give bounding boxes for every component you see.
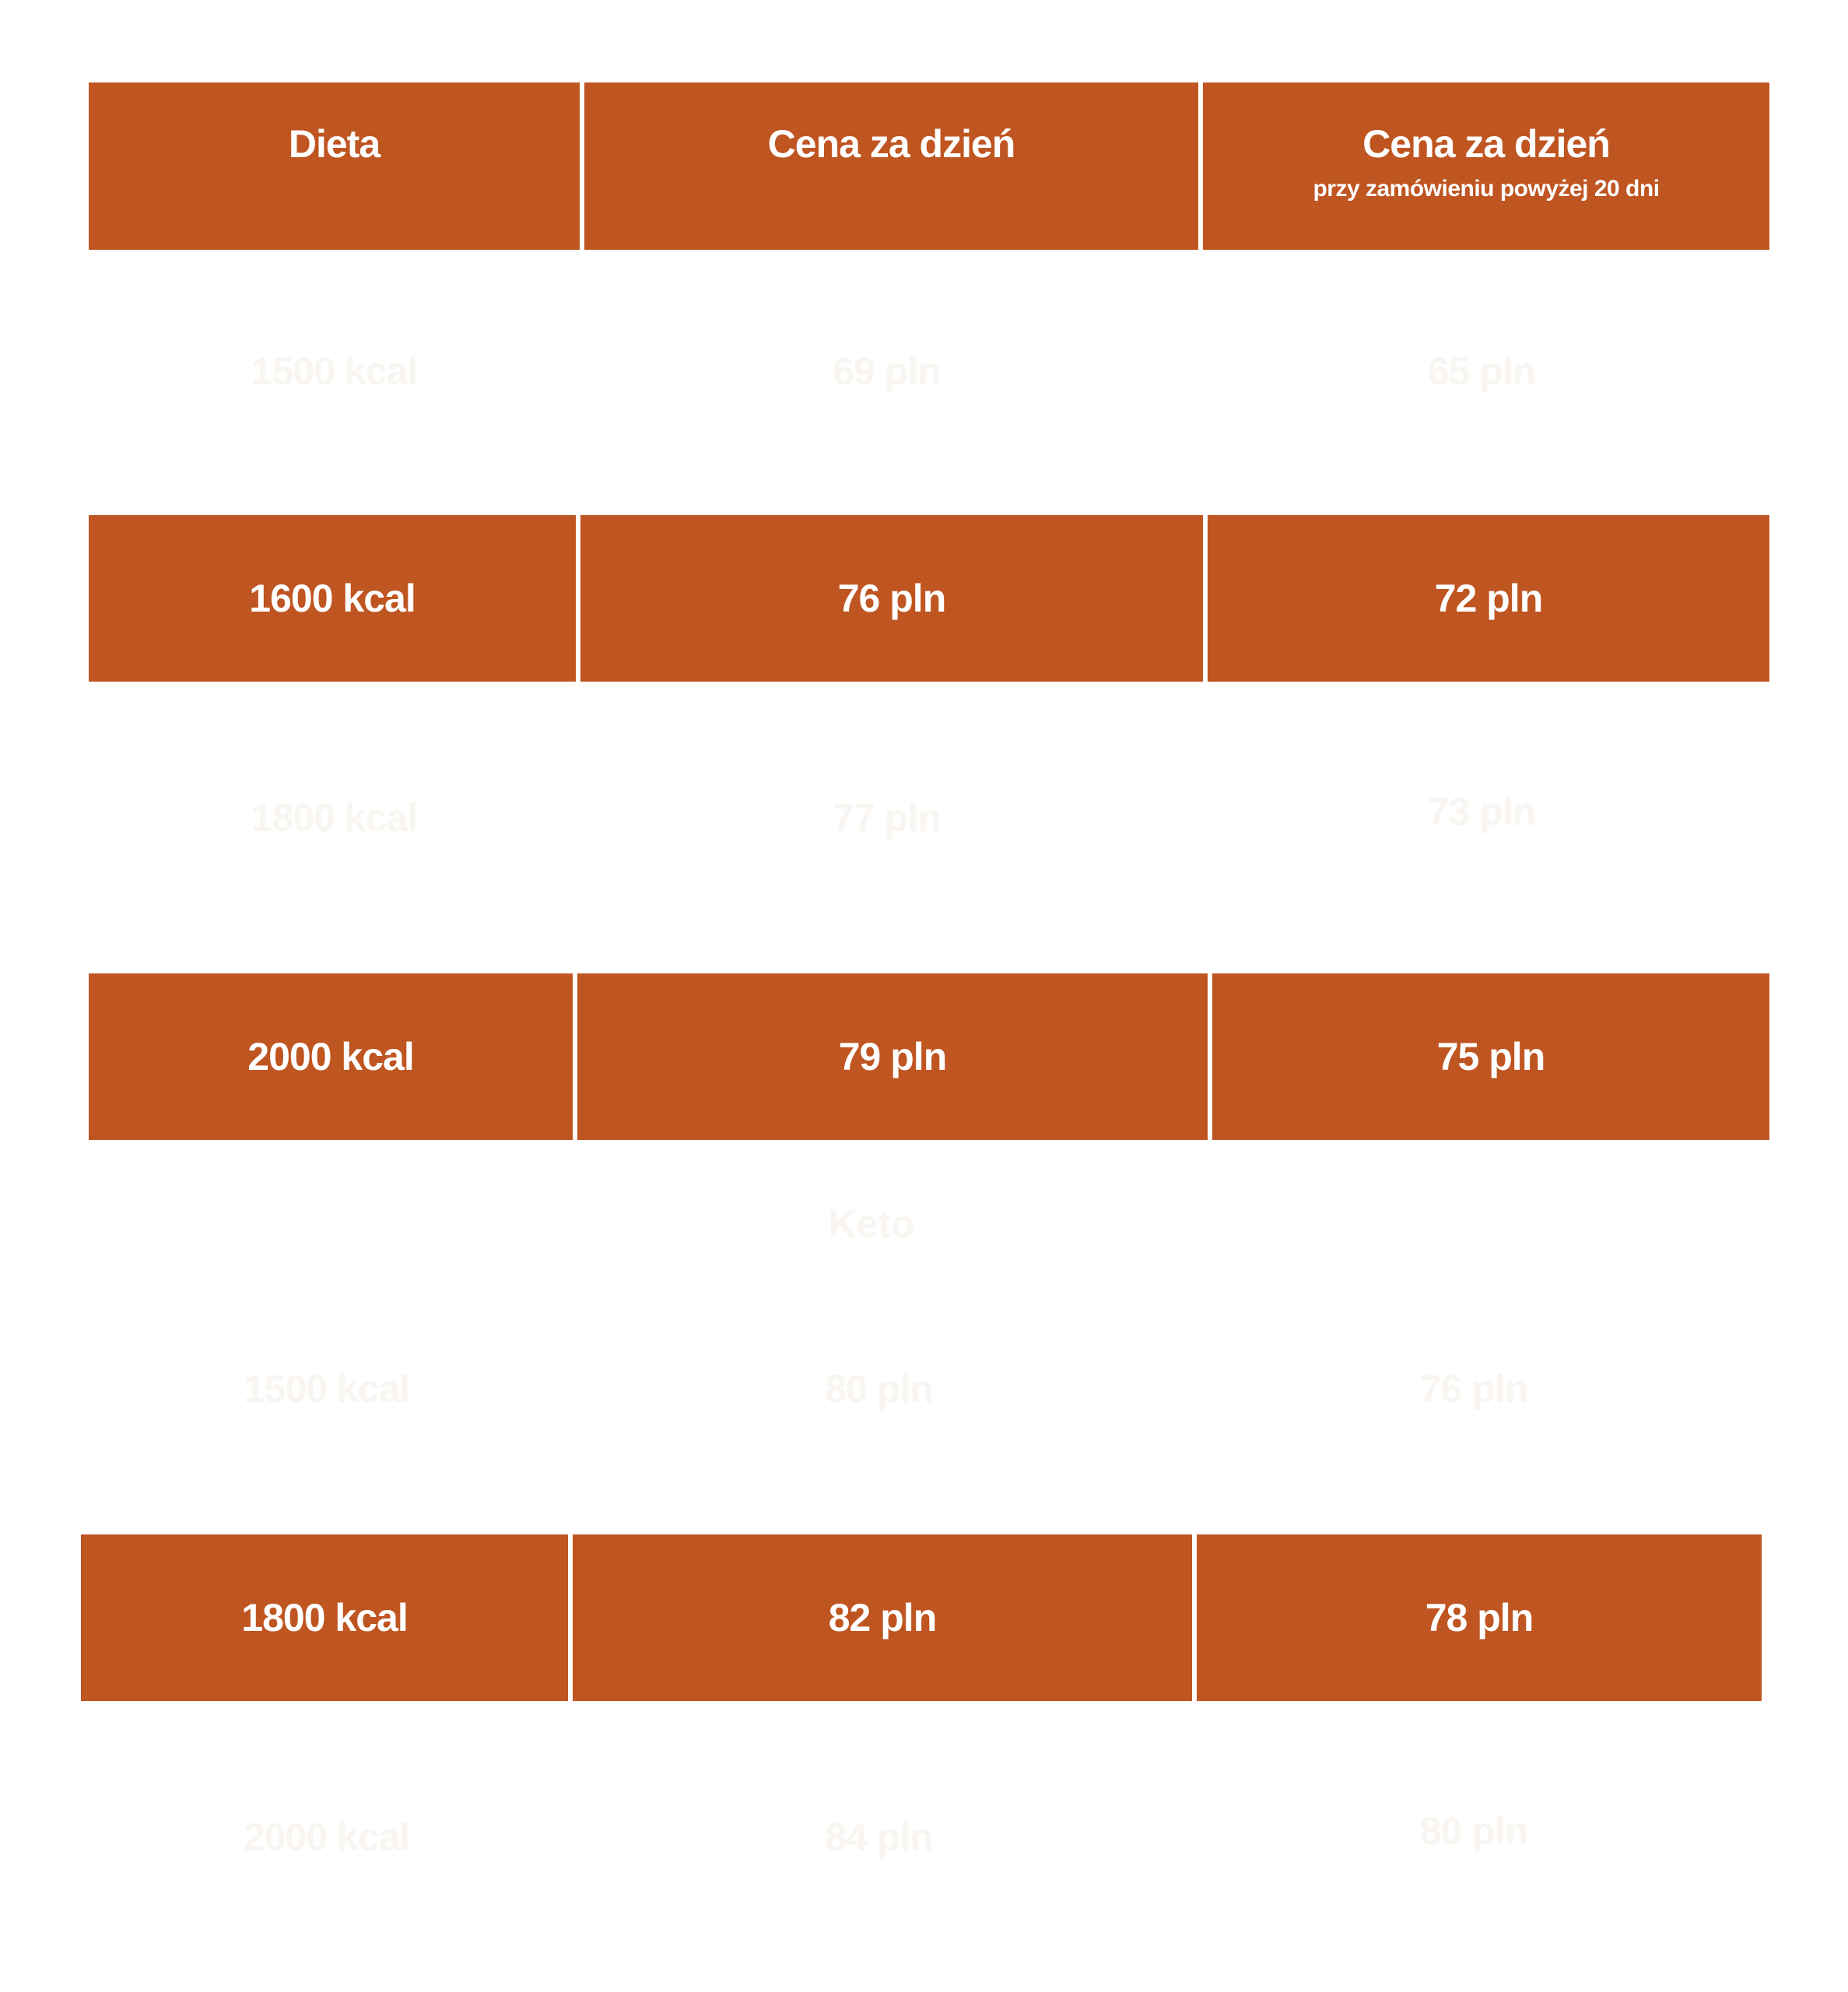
table-row: 2000 kcal 84 pln 80 pln (81, 1809, 1762, 1860)
price20-cell: 80 pln (1419, 1809, 1528, 1853)
header-price: Cena za dzień (584, 82, 1198, 250)
price20-cell: 76 pln (1419, 1367, 1528, 1411)
table-row: 1600 kcal 76 pln 72 pln (89, 515, 1769, 682)
price-cell: 77 pln (833, 796, 941, 840)
price20-cell: 65 pln (1427, 349, 1536, 393)
header-diet: Dieta (89, 82, 580, 250)
diet-cell: 2000 kcal (243, 1815, 410, 1859)
price-cell: 79 pln (577, 973, 1208, 1140)
header-price-20-sub: przy zamówieniu powyżej 20 dni (1313, 176, 1660, 202)
header-price-label: Cena za dzień (767, 122, 1016, 166)
section-title-keto: Keto (828, 1202, 915, 1246)
price-cell: 80 pln (825, 1367, 933, 1411)
price20-cell: 73 pln (1427, 790, 1536, 833)
price-cell: 76 pln (580, 515, 1203, 682)
price20-cell: 72 pln (1208, 515, 1769, 682)
price-cell: 69 pln (833, 349, 941, 393)
price-cell: 82 pln (573, 1534, 1192, 1701)
table-header: Dieta Cena za dzień Cena za dzień przy za… (89, 82, 1769, 250)
diet-cell: 2000 kcal (89, 973, 573, 1140)
price-cell: 84 pln (825, 1815, 933, 1859)
table-row: 2000 kcal 79 pln 75 pln (89, 973, 1769, 1140)
diet-cell: 1500 kcal (243, 1367, 410, 1411)
table-row: 1500 kcal 69 pln 65 pln (89, 349, 1769, 394)
header-price-20: Cena za dzień przy zamówieniu powyżej 20 … (1203, 82, 1769, 250)
table-row: 1500 kcal 80 pln 76 pln (81, 1366, 1762, 1412)
header-diet-label: Dieta (288, 122, 380, 166)
table-row: 1800 kcal 82 pln 78 pln (81, 1534, 1762, 1701)
price20-cell: 78 pln (1197, 1534, 1762, 1701)
header-price-20-label: Cena za dzień (1362, 122, 1611, 166)
diet-cell: 1500 kcal (251, 349, 418, 393)
table-row: 1800 kcal 77 pln 73 pln (89, 790, 1769, 840)
diet-cell: 1600 kcal (89, 515, 576, 682)
diet-cell: 1800 kcal (81, 1534, 568, 1701)
price20-cell: 75 pln (1212, 973, 1769, 1140)
diet-cell: 1800 kcal (251, 796, 418, 840)
